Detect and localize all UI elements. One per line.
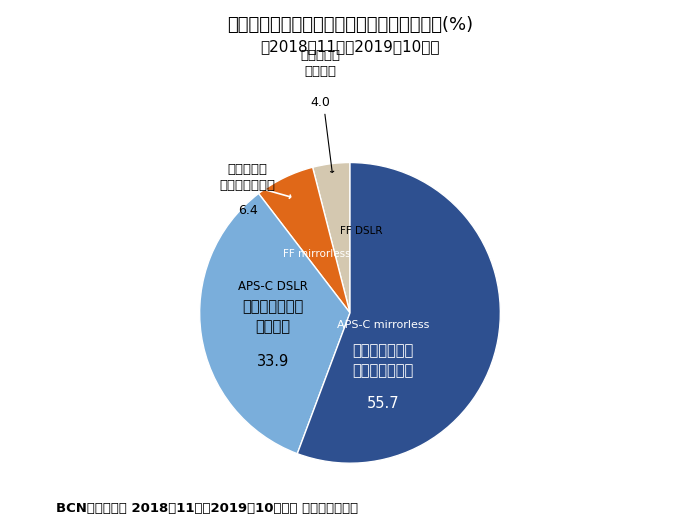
- Text: レンズ交換型カメラタイプ別販売台数構成比(%): レンズ交換型カメラタイプ別販売台数構成比(%): [227, 16, 473, 34]
- Text: BCNランキング 2018年11月～2019年10月累計 ＜最大パネル＞: BCNランキング 2018年11月～2019年10月累計 ＜最大パネル＞: [56, 502, 358, 515]
- Text: フルサイズ未満
ミラーレス一眼: フルサイズ未満 ミラーレス一眼: [353, 344, 414, 379]
- Text: APS-C DSLR: APS-C DSLR: [238, 280, 307, 293]
- Text: 55.7: 55.7: [367, 395, 400, 411]
- Text: フルサイズ
ミラーレス一眼: フルサイズ ミラーレス一眼: [220, 163, 276, 192]
- Text: FF DSLR: FF DSLR: [340, 226, 382, 236]
- Wedge shape: [258, 167, 350, 313]
- Text: 4.0: 4.0: [311, 96, 330, 109]
- Text: （2018年11月～2019年10月）: （2018年11月～2019年10月）: [260, 40, 440, 54]
- Wedge shape: [298, 163, 500, 463]
- Text: 33.9: 33.9: [256, 354, 289, 370]
- Text: フルサイズ未満
一眼レフ: フルサイズ未満 一眼レフ: [242, 299, 303, 334]
- Text: フルサイズ
一眼レフ: フルサイズ 一眼レフ: [301, 49, 341, 78]
- Text: APS-C mirrorless: APS-C mirrorless: [337, 320, 429, 330]
- Text: FF mirrorless: FF mirrorless: [284, 249, 351, 259]
- Wedge shape: [313, 163, 350, 313]
- Wedge shape: [199, 193, 350, 454]
- Text: 6.4: 6.4: [238, 204, 258, 217]
